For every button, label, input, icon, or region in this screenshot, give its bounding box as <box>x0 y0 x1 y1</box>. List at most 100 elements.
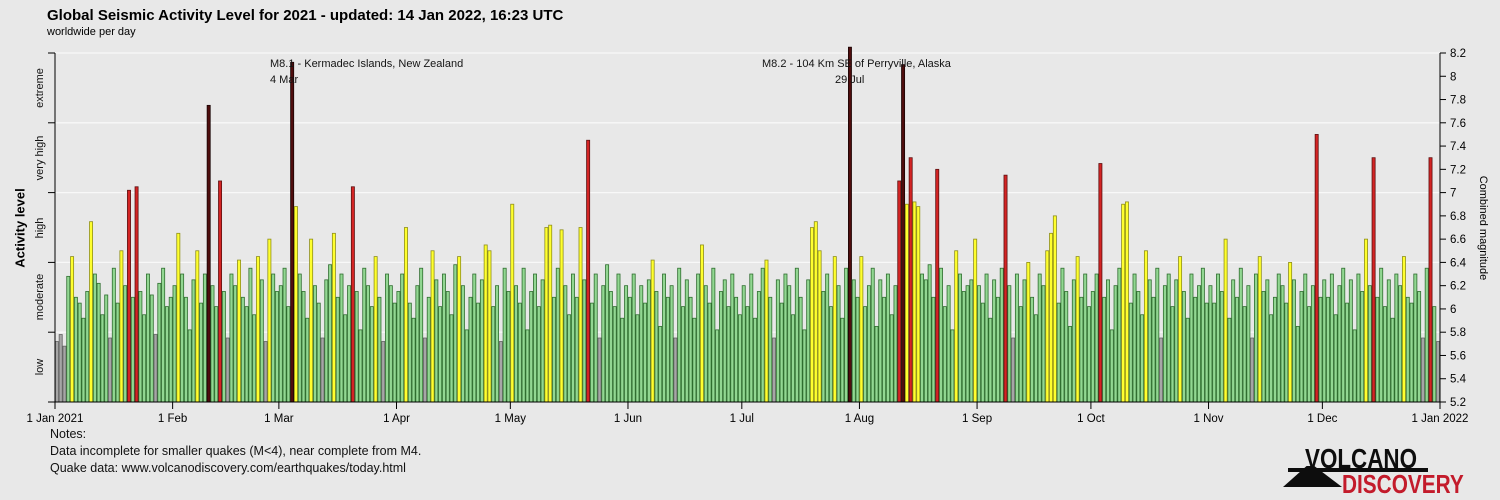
bar-day-83-moderate <box>366 285 370 403</box>
bar-day-8-moderate <box>81 317 86 403</box>
bar-day-354-moderate <box>1394 273 1399 403</box>
bar-day-46-low <box>225 337 230 403</box>
right-axis-title: Combined magnitude <box>1477 175 1489 281</box>
bar-day-298-moderate <box>1181 291 1186 403</box>
bar-day-139-high <box>578 227 583 403</box>
bar-day-92-moderate <box>400 273 405 403</box>
bar-day-120-moderate <box>506 291 511 403</box>
bar-day-275-moderate <box>1094 273 1099 403</box>
bar-day-249-moderate <box>995 296 1000 403</box>
bar-day-273-moderate <box>1087 306 1091 403</box>
right-axis-tick-label: 7 <box>1450 188 1456 200</box>
bar-day-287-moderate <box>1140 314 1145 403</box>
bar-day-147-moderate <box>608 291 613 403</box>
bar-day-167-moderate <box>684 279 689 403</box>
bar-day-365-low <box>1436 341 1441 403</box>
bar-day-18-high <box>119 250 124 403</box>
bar-day-25-moderate <box>146 273 150 403</box>
bar-day-201-high <box>813 221 818 403</box>
bar-day-79-very high <box>350 186 355 403</box>
bar-day-119-moderate <box>502 267 507 403</box>
bar-day-248-moderate <box>992 279 997 403</box>
bar-day-143-moderate <box>593 273 598 403</box>
bar-day-133-moderate <box>555 267 560 403</box>
bar-day-316-low <box>1250 337 1255 403</box>
bar-day-132-moderate <box>552 296 556 403</box>
bar-day-258-moderate <box>1030 296 1035 403</box>
bar-day-238-high <box>954 250 959 403</box>
bar-day-30-moderate <box>164 306 169 403</box>
bar-day-31-moderate <box>168 296 173 403</box>
bar-day-312-moderate <box>1235 296 1239 403</box>
bar-day-116-moderate <box>491 306 496 403</box>
bar-day-230-moderate <box>923 279 928 403</box>
bar-day-64-high <box>293 206 298 403</box>
bar-day-16-moderate <box>111 267 116 403</box>
bar-day-39-moderate <box>199 302 204 403</box>
bar-day-225-high <box>904 203 909 403</box>
bar-day-305-moderate <box>1208 285 1213 403</box>
bar-day-263-high <box>1049 232 1054 403</box>
bar-day-4-moderate <box>66 275 71 403</box>
bar-day-113-moderate <box>479 279 484 403</box>
bar-day-65-moderate <box>297 273 302 403</box>
bar-day-277-moderate <box>1102 296 1107 403</box>
bar-day-236-moderate <box>946 285 951 403</box>
bar-day-200-high <box>810 227 814 403</box>
bar-day-317-moderate <box>1254 273 1258 403</box>
bar-day-61-moderate <box>282 267 287 403</box>
bar-day-262-high <box>1045 250 1050 403</box>
bar-day-208-moderate <box>840 317 845 403</box>
bar-day-80-moderate <box>354 291 359 403</box>
bar-day-118-low <box>498 341 503 403</box>
bar-day-197-moderate <box>798 296 803 403</box>
bar-day-144-low <box>597 337 602 403</box>
bar-day-282-high <box>1121 203 1126 403</box>
bar-day-340-moderate <box>1341 267 1346 403</box>
bar-day-346-high <box>1364 238 1368 403</box>
x-axis-tick-label: 1 Feb <box>158 413 187 425</box>
volcanodiscovery-logo: VOLCANO DISCOVERY <box>1282 443 1482 499</box>
right-axis-tick-label: 7.8 <box>1450 95 1466 107</box>
bar-day-138-moderate <box>574 296 579 403</box>
bar-day-103-moderate <box>441 273 446 403</box>
bar-day-96-moderate <box>415 285 420 403</box>
bar-day-336-moderate <box>1326 296 1331 403</box>
bar-day-33-high <box>176 232 181 403</box>
bar-day-7-moderate <box>77 302 82 403</box>
bar-day-187-moderate <box>760 267 765 403</box>
notes-block: Notes: Data incomplete for smaller quake… <box>50 426 421 477</box>
bar-day-269-moderate <box>1071 279 1076 403</box>
bar-day-99-moderate <box>426 296 431 403</box>
bar-day-311-moderate <box>1231 279 1236 403</box>
bar-day-204-moderate <box>825 273 830 403</box>
bar-day-58-moderate <box>271 273 276 403</box>
annotation-text: M8.2 - 104 Km SE of Perryville, Alaska <box>762 58 951 70</box>
bar-day-130-high <box>544 227 549 403</box>
bar-day-17-moderate <box>115 302 120 403</box>
bar-day-68-high <box>309 238 314 403</box>
bar-day-73-moderate <box>328 264 333 403</box>
bar-day-350-moderate <box>1379 267 1384 403</box>
bar-day-228-high <box>916 206 921 403</box>
bar-day-107-high <box>457 256 462 403</box>
bar-day-337-moderate <box>1329 273 1334 403</box>
bar-day-166-moderate <box>681 306 685 403</box>
bar-day-170-moderate <box>696 273 701 403</box>
bar-day-313-moderate <box>1238 267 1243 403</box>
bar-day-88-moderate <box>385 273 389 403</box>
bar-day-361-low <box>1420 337 1425 403</box>
bar-day-93-high <box>404 227 408 403</box>
bar-day-279-moderate <box>1109 329 1114 403</box>
bar-day-224-extreme <box>901 64 906 403</box>
bar-day-175-moderate <box>715 329 720 403</box>
bar-day-296-moderate <box>1174 279 1179 403</box>
bar-day-229-moderate <box>920 273 924 403</box>
bar-day-226-very high <box>908 157 913 403</box>
bar-day-172-moderate <box>703 285 708 403</box>
bar-day-246-moderate <box>984 273 989 403</box>
bar-day-179-moderate <box>730 273 735 403</box>
bar-day-87-low <box>381 341 386 403</box>
bar-day-162-moderate <box>665 296 670 403</box>
bar-day-198-moderate <box>802 329 807 403</box>
